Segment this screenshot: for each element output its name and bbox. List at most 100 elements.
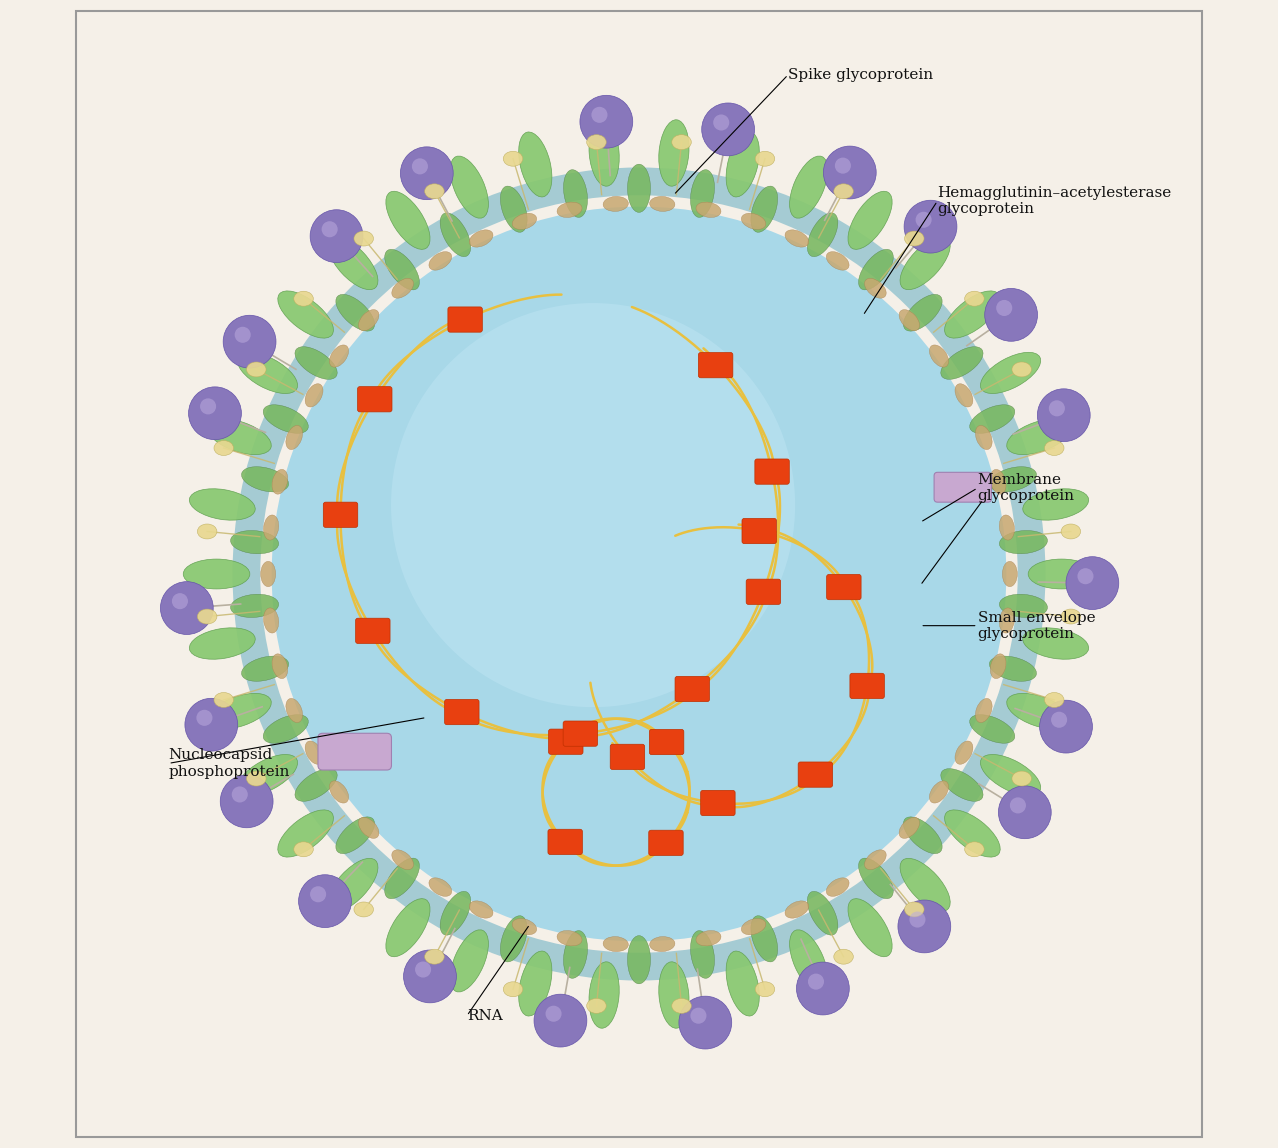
Ellipse shape xyxy=(859,249,893,290)
Ellipse shape xyxy=(197,610,217,625)
Ellipse shape xyxy=(859,858,893,899)
FancyBboxPatch shape xyxy=(447,307,482,332)
Ellipse shape xyxy=(970,405,1015,433)
Ellipse shape xyxy=(277,809,334,858)
Ellipse shape xyxy=(519,951,552,1016)
Ellipse shape xyxy=(990,654,1006,678)
FancyBboxPatch shape xyxy=(358,387,392,412)
Ellipse shape xyxy=(330,344,349,367)
Circle shape xyxy=(910,912,925,928)
Circle shape xyxy=(311,210,363,263)
Text: Nucleocapsid
phosphoprotein: Nucleocapsid phosphoprotein xyxy=(169,748,290,778)
Circle shape xyxy=(311,886,326,902)
Ellipse shape xyxy=(213,692,234,707)
Ellipse shape xyxy=(327,236,378,289)
Ellipse shape xyxy=(272,654,288,678)
Ellipse shape xyxy=(286,426,303,450)
Ellipse shape xyxy=(589,962,620,1029)
Ellipse shape xyxy=(429,251,451,270)
Ellipse shape xyxy=(627,936,651,984)
Ellipse shape xyxy=(386,899,429,956)
Ellipse shape xyxy=(1061,523,1081,538)
Ellipse shape xyxy=(1044,692,1065,707)
Ellipse shape xyxy=(501,916,527,962)
Circle shape xyxy=(1010,798,1026,814)
Ellipse shape xyxy=(999,595,1048,618)
Ellipse shape xyxy=(755,982,774,996)
FancyBboxPatch shape xyxy=(799,762,832,788)
Ellipse shape xyxy=(649,937,675,952)
Ellipse shape xyxy=(785,230,809,247)
Circle shape xyxy=(322,222,337,238)
Ellipse shape xyxy=(327,859,378,912)
FancyBboxPatch shape xyxy=(698,352,732,378)
Ellipse shape xyxy=(589,119,620,186)
Ellipse shape xyxy=(1007,693,1071,729)
Circle shape xyxy=(189,387,242,440)
Ellipse shape xyxy=(808,891,838,936)
Ellipse shape xyxy=(690,170,714,217)
Ellipse shape xyxy=(295,347,337,379)
Circle shape xyxy=(534,994,587,1047)
Circle shape xyxy=(998,786,1052,839)
FancyBboxPatch shape xyxy=(850,673,884,698)
Ellipse shape xyxy=(501,186,527,232)
Ellipse shape xyxy=(519,132,552,197)
Text: Small envelope
glycoprotein: Small envelope glycoprotein xyxy=(978,611,1095,641)
FancyBboxPatch shape xyxy=(649,830,684,855)
Circle shape xyxy=(996,300,1012,316)
Text: Spike glycoprotein: Spike glycoprotein xyxy=(789,68,933,82)
Ellipse shape xyxy=(904,817,942,854)
Ellipse shape xyxy=(900,859,951,912)
Circle shape xyxy=(400,147,454,200)
Circle shape xyxy=(1051,712,1067,728)
Circle shape xyxy=(272,207,1006,941)
Ellipse shape xyxy=(242,467,289,491)
FancyBboxPatch shape xyxy=(827,574,861,599)
Circle shape xyxy=(808,974,824,990)
Ellipse shape xyxy=(965,841,984,856)
Ellipse shape xyxy=(207,419,271,455)
Ellipse shape xyxy=(751,186,777,232)
FancyBboxPatch shape xyxy=(649,729,684,754)
Ellipse shape xyxy=(557,202,581,217)
Ellipse shape xyxy=(469,901,493,918)
Text: Hemagglutinin–acetylesterase
glycoprotein: Hemagglutinin–acetylesterase glycoprotei… xyxy=(938,186,1172,216)
Ellipse shape xyxy=(833,949,854,964)
Ellipse shape xyxy=(183,559,249,589)
Ellipse shape xyxy=(294,292,313,307)
Ellipse shape xyxy=(975,698,992,722)
Circle shape xyxy=(201,398,216,414)
Ellipse shape xyxy=(999,608,1015,633)
Circle shape xyxy=(231,786,248,802)
Ellipse shape xyxy=(238,754,298,796)
Ellipse shape xyxy=(238,352,298,394)
Ellipse shape xyxy=(726,951,759,1016)
Circle shape xyxy=(713,115,730,131)
Ellipse shape xyxy=(557,931,581,946)
Ellipse shape xyxy=(504,152,523,166)
Ellipse shape xyxy=(336,294,374,331)
Ellipse shape xyxy=(385,249,419,290)
Circle shape xyxy=(690,1008,707,1024)
Ellipse shape xyxy=(354,902,373,917)
Ellipse shape xyxy=(263,608,279,633)
Circle shape xyxy=(1066,557,1118,610)
Circle shape xyxy=(1077,568,1094,584)
FancyBboxPatch shape xyxy=(564,721,598,746)
FancyBboxPatch shape xyxy=(934,472,992,502)
Ellipse shape xyxy=(512,214,537,230)
Ellipse shape xyxy=(833,184,854,199)
Ellipse shape xyxy=(905,902,924,917)
Ellipse shape xyxy=(263,515,279,540)
Ellipse shape xyxy=(658,962,689,1029)
Ellipse shape xyxy=(272,470,288,494)
Ellipse shape xyxy=(603,196,629,211)
Ellipse shape xyxy=(941,347,983,379)
Ellipse shape xyxy=(330,781,349,804)
Ellipse shape xyxy=(286,698,303,722)
Ellipse shape xyxy=(385,858,419,899)
Ellipse shape xyxy=(213,441,234,456)
FancyBboxPatch shape xyxy=(323,502,358,527)
Ellipse shape xyxy=(295,769,337,801)
